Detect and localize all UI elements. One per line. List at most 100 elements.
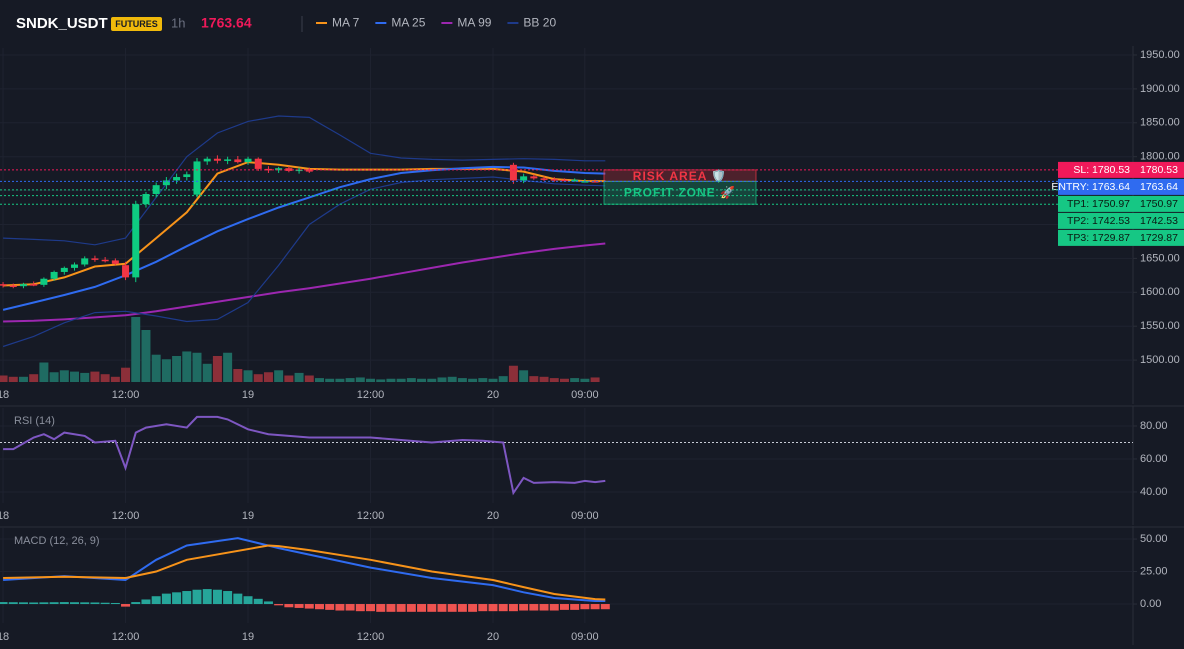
- volume-bar: [49, 372, 59, 382]
- candle-body: [581, 181, 589, 183]
- volume-bar: [90, 371, 100, 382]
- histogram-bar: [202, 589, 212, 605]
- volume-bar: [325, 378, 335, 382]
- candle-body: [50, 271, 58, 279]
- histogram-bar: [437, 604, 447, 612]
- volume-bar: [468, 378, 478, 382]
- histogram-bar: [376, 604, 386, 612]
- volume-bar: [406, 378, 416, 382]
- histogram-bar: [172, 592, 182, 605]
- histogram-bar: [519, 604, 529, 611]
- candle-body: [305, 169, 313, 172]
- x-tick-label: 18: [0, 389, 9, 401]
- volume-bar: [151, 354, 161, 382]
- volume-bar: [427, 378, 437, 382]
- price-tag: [1133, 161, 1184, 178]
- volume-bar: [386, 378, 396, 382]
- histogram-bar: [417, 604, 427, 612]
- histogram-bar: [161, 593, 171, 605]
- x-tick-label: 20: [487, 389, 499, 401]
- indicator-line: [3, 544, 606, 601]
- histogram-bar: [223, 591, 233, 605]
- candle-body: [213, 158, 221, 161]
- candle-body: [550, 179, 558, 181]
- histogram-bar: [498, 604, 508, 612]
- x-tick-label: 12:00: [357, 510, 385, 522]
- histogram-bar: [59, 602, 69, 605]
- volume-bar: [110, 376, 120, 382]
- legend-label: BB 20: [523, 16, 556, 30]
- histogram-bar: [8, 602, 18, 605]
- candle-body: [530, 176, 538, 179]
- histogram-bar: [151, 596, 161, 605]
- candle-body: [19, 284, 27, 287]
- candle-body: [173, 177, 181, 181]
- histogram-bar: [559, 604, 569, 610]
- volume-bar: [529, 376, 539, 382]
- volume-bar: [182, 351, 192, 382]
- y-tick-label: 1850.00: [1140, 117, 1180, 129]
- volume-bar: [355, 377, 365, 382]
- level-tag-label: TP1: 1750.97: [1067, 198, 1130, 210]
- histogram-bar: [457, 604, 467, 612]
- volume-bar: [212, 356, 222, 382]
- histogram-bar: [427, 604, 437, 612]
- y-tick-label: 40.00: [1140, 486, 1168, 498]
- price-tag: [1133, 212, 1184, 229]
- histogram-bar: [325, 604, 335, 610]
- histogram-bar: [29, 602, 39, 605]
- histogram-bar: [304, 604, 314, 609]
- badge: FUTURES: [115, 19, 158, 29]
- candle-body: [81, 258, 89, 265]
- volume-bar: [457, 378, 467, 382]
- volume-bar: [590, 377, 600, 382]
- volume-bar: [80, 372, 90, 382]
- price-tag-label: 1763.64: [1140, 181, 1178, 193]
- x-tick-label: 12:00: [112, 631, 140, 643]
- candle-body: [0, 284, 7, 286]
- candle-body: [520, 176, 528, 181]
- candle-body: [193, 161, 201, 195]
- indicator-line: [3, 415, 606, 496]
- histogram-bar: [406, 604, 416, 612]
- candle-body: [203, 158, 211, 162]
- histogram-bar: [600, 604, 610, 610]
- volume-bar: [447, 376, 457, 382]
- volume-bar: [335, 378, 345, 382]
- candle-body: [234, 159, 242, 163]
- volume-bar: [559, 378, 569, 382]
- volume-bar: [417, 378, 427, 382]
- level-tag-label: ENTRY: 1763.64: [1051, 181, 1130, 193]
- candle-body: [254, 158, 262, 169]
- x-tick-label: 09:00: [571, 389, 599, 401]
- histogram-bar: [529, 604, 539, 611]
- level-tag-label: TP3: 1729.87: [1067, 232, 1130, 244]
- volume-bar: [437, 377, 447, 382]
- histogram-bar: [355, 604, 365, 612]
- level-tag: [1058, 178, 1133, 195]
- x-tick-label: 12:00: [112, 510, 140, 522]
- candle-body: [132, 204, 140, 278]
- histogram-bar: [18, 602, 28, 605]
- zone-label: RISK AREA 🛡️: [633, 169, 727, 183]
- volume-bar: [70, 371, 80, 382]
- histogram-bar: [580, 604, 590, 610]
- volume-bar: [314, 378, 324, 382]
- histogram-bar: [539, 604, 549, 611]
- histogram-bar: [70, 602, 80, 605]
- histogram-bar: [90, 602, 100, 605]
- volume-bar: [18, 376, 28, 382]
- candle-body: [111, 260, 119, 264]
- price-tag-label: 1742.53: [1140, 215, 1178, 227]
- legend-label: MA 7: [332, 16, 360, 30]
- histogram-bar: [80, 602, 90, 605]
- histogram-bar: [345, 604, 355, 611]
- y-tick-label: 0.00: [1140, 598, 1161, 610]
- candle-body: [244, 158, 252, 163]
- histogram-bar: [182, 591, 192, 605]
- y-tick-label: 1900.00: [1140, 83, 1180, 95]
- volume-bar: [345, 378, 355, 382]
- volume-bar: [233, 369, 243, 382]
- x-tick-label: 19: [242, 389, 254, 401]
